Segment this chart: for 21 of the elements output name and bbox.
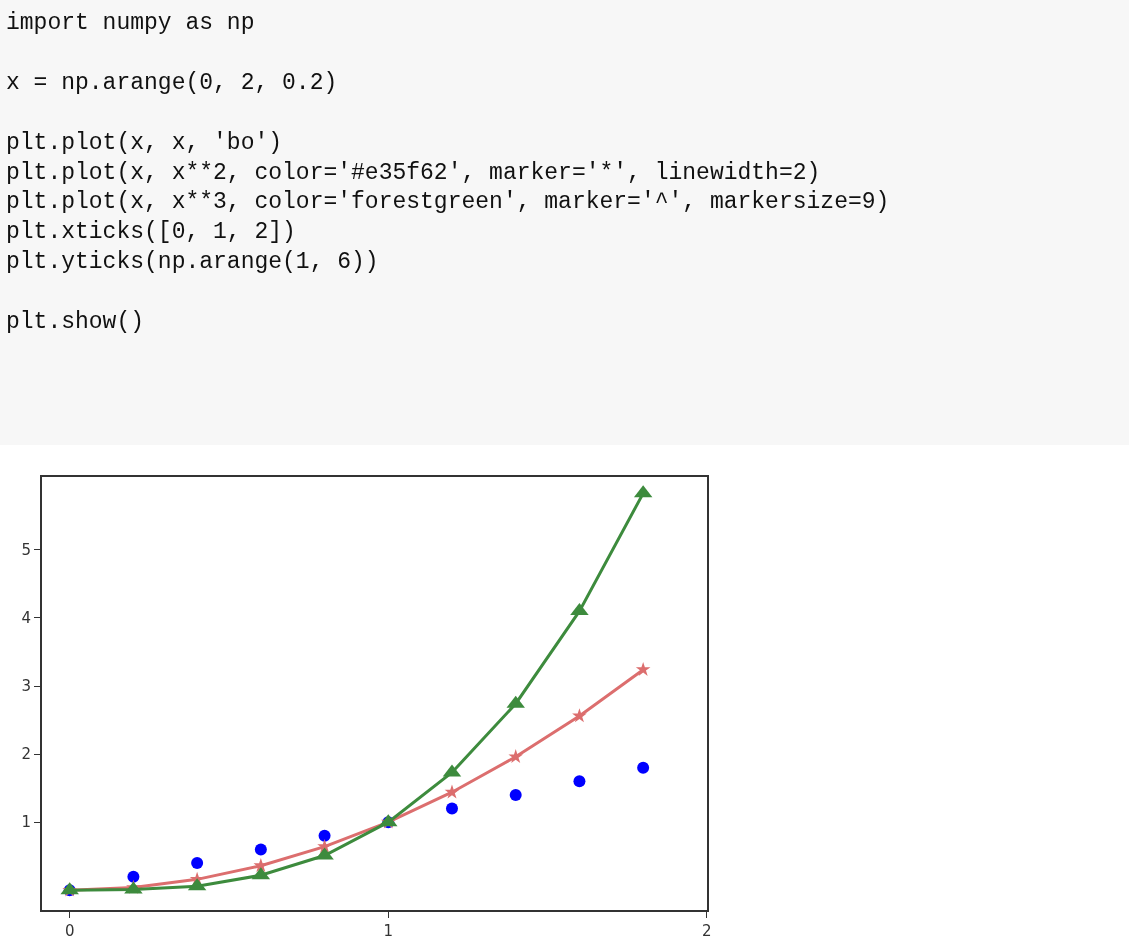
x-tick-label: 1 bbox=[383, 921, 394, 940]
point bbox=[191, 857, 204, 870]
y-tick-label: 5 bbox=[21, 541, 32, 560]
point bbox=[127, 870, 140, 883]
point bbox=[318, 829, 331, 842]
x-tick-label: 0 bbox=[64, 921, 75, 940]
y-tick-label: 4 bbox=[21, 609, 32, 628]
text: import numpy as np x = np.arange(0, 2, 0.2) plt.plot(x, x, 'bo') plt.plot(x, x**2, color='#e35f62', marker='*', linewidth=2) plt.plot(x, x**3, color='forestgreen', marker='^', markersize=9) plt.xticks([0, 1, 2]) plt.yticks(np.arange(1, 6)) plt.show() bbox=[6, 10, 890, 335]
y-tick-label: 2 bbox=[21, 745, 32, 764]
point bbox=[637, 761, 650, 774]
point bbox=[254, 843, 267, 856]
point bbox=[509, 788, 522, 801]
point bbox=[635, 661, 651, 676]
y-tick-label: 3 bbox=[21, 677, 32, 696]
x-tick-label: 2 bbox=[702, 921, 712, 940]
point bbox=[573, 775, 586, 788]
point bbox=[444, 784, 460, 799]
point bbox=[572, 708, 587, 723]
y-tick-label: 1 bbox=[21, 813, 32, 832]
point bbox=[446, 802, 458, 815]
point bbox=[508, 749, 524, 764]
